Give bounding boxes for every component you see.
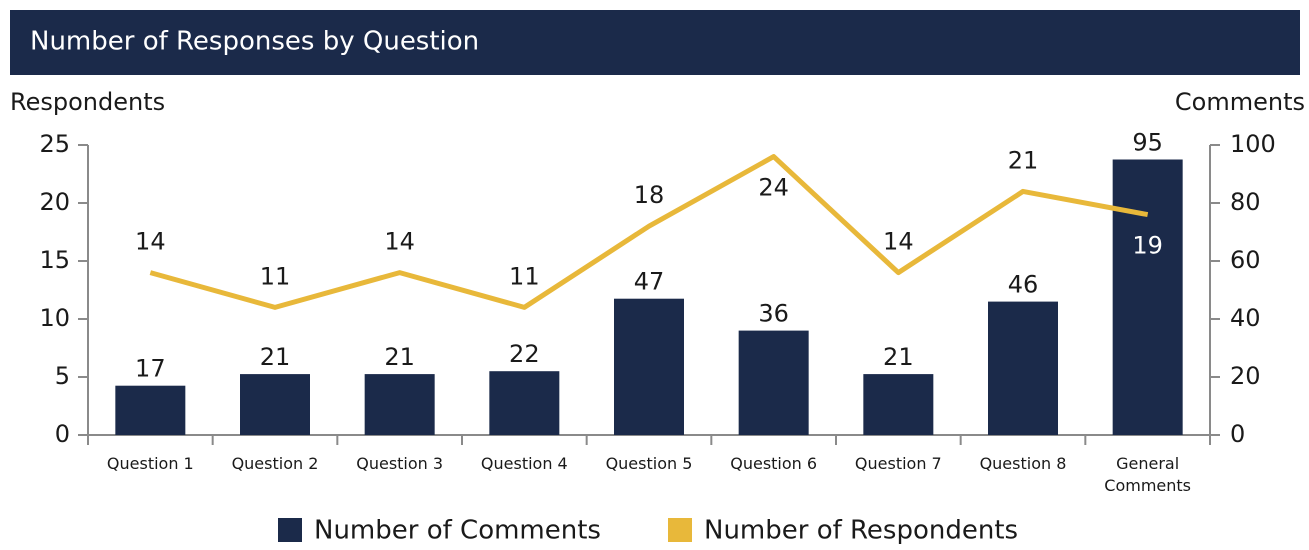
- bar: [364, 374, 435, 435]
- bar: [988, 301, 1058, 435]
- legend-swatch: [668, 518, 692, 542]
- line-value-label: 14: [135, 228, 166, 256]
- y-tick-label: 0: [55, 420, 70, 448]
- x-tick-label-box: General Comments: [1104, 454, 1192, 495]
- y2-tick-label: 60: [1230, 246, 1261, 274]
- bar: [489, 371, 560, 435]
- legend-label: Number of Comments: [314, 516, 601, 546]
- x-tick-label-box: Question 4: [480, 454, 568, 473]
- bar: [115, 385, 186, 435]
- x-tick-label-box: Question 6: [730, 454, 818, 473]
- y-axis-title: Respondents: [10, 88, 165, 116]
- bar-value-label: 36: [758, 300, 789, 328]
- title-band: [10, 10, 1300, 75]
- x-tick-label: Question 4: [480, 454, 568, 473]
- y2-tick-label: 40: [1230, 304, 1261, 332]
- bar: [738, 330, 809, 435]
- bar-value-label: 47: [634, 268, 665, 296]
- bar: [614, 298, 684, 435]
- x-tick-label: General Comments: [1104, 454, 1192, 495]
- line-value-label: 19: [1132, 232, 1163, 260]
- x-tick-label-box: Question 2: [231, 454, 319, 473]
- bar-value-label: 95: [1132, 129, 1163, 157]
- y-tick-label: 5: [55, 362, 70, 390]
- x-tick-label: Question 7: [854, 454, 942, 473]
- line-value-label: 11: [260, 262, 291, 290]
- y2-tick-label: 20: [1230, 362, 1261, 390]
- x-tick-label-box: Question 3: [356, 454, 444, 473]
- legend-swatch: [278, 518, 302, 542]
- x-tick-label: Question 2: [231, 454, 319, 473]
- x-tick-label: Question 3: [356, 454, 444, 473]
- y-tick-label: 25: [39, 130, 70, 158]
- y2-tick-label: 100: [1230, 130, 1276, 158]
- line-value-label: 14: [883, 228, 914, 256]
- line: [149, 154, 1149, 310]
- line-value-label: 24: [758, 174, 789, 202]
- line-value-label: 21: [1008, 146, 1039, 174]
- x-tick-label: Question 8: [979, 454, 1067, 473]
- y2-tick-label: 80: [1230, 188, 1261, 216]
- chart-title: Number of Responses by Question: [30, 27, 479, 57]
- x-tick-label-box: Question 8: [979, 454, 1067, 473]
- bar-value-label: 46: [1008, 271, 1039, 299]
- bar-value-label: 21: [384, 343, 415, 371]
- y-tick-label: 10: [39, 304, 70, 332]
- x-tick-label: Question 6: [730, 454, 818, 473]
- x-tick-label: Question 1: [106, 454, 194, 473]
- line-value-label: 11: [509, 262, 540, 290]
- bar-value-label: 17: [135, 355, 166, 383]
- legend-label: Number of Respondents: [704, 516, 1018, 546]
- y-tick-label: 20: [39, 188, 70, 216]
- x-tick-label-box: Question 1: [106, 454, 194, 473]
- x-tick-label: Question 5: [605, 454, 693, 473]
- bar-value-label: 22: [509, 340, 540, 368]
- x-tick-label-box: Question 5: [605, 454, 693, 473]
- y2-tick-label: 0: [1230, 420, 1245, 448]
- bar: [1112, 159, 1183, 435]
- line-value-label: 14: [384, 228, 415, 256]
- bar: [240, 374, 310, 435]
- bar-value-label: 21: [883, 343, 914, 371]
- bar: [863, 374, 934, 435]
- bar-value-label: 21: [260, 343, 291, 371]
- y-tick-label: 15: [39, 246, 70, 274]
- x-tick-label-box: Question 7: [854, 454, 942, 473]
- y2-axis-title: Comments: [1175, 88, 1305, 116]
- line-value-label: 18: [634, 181, 665, 209]
